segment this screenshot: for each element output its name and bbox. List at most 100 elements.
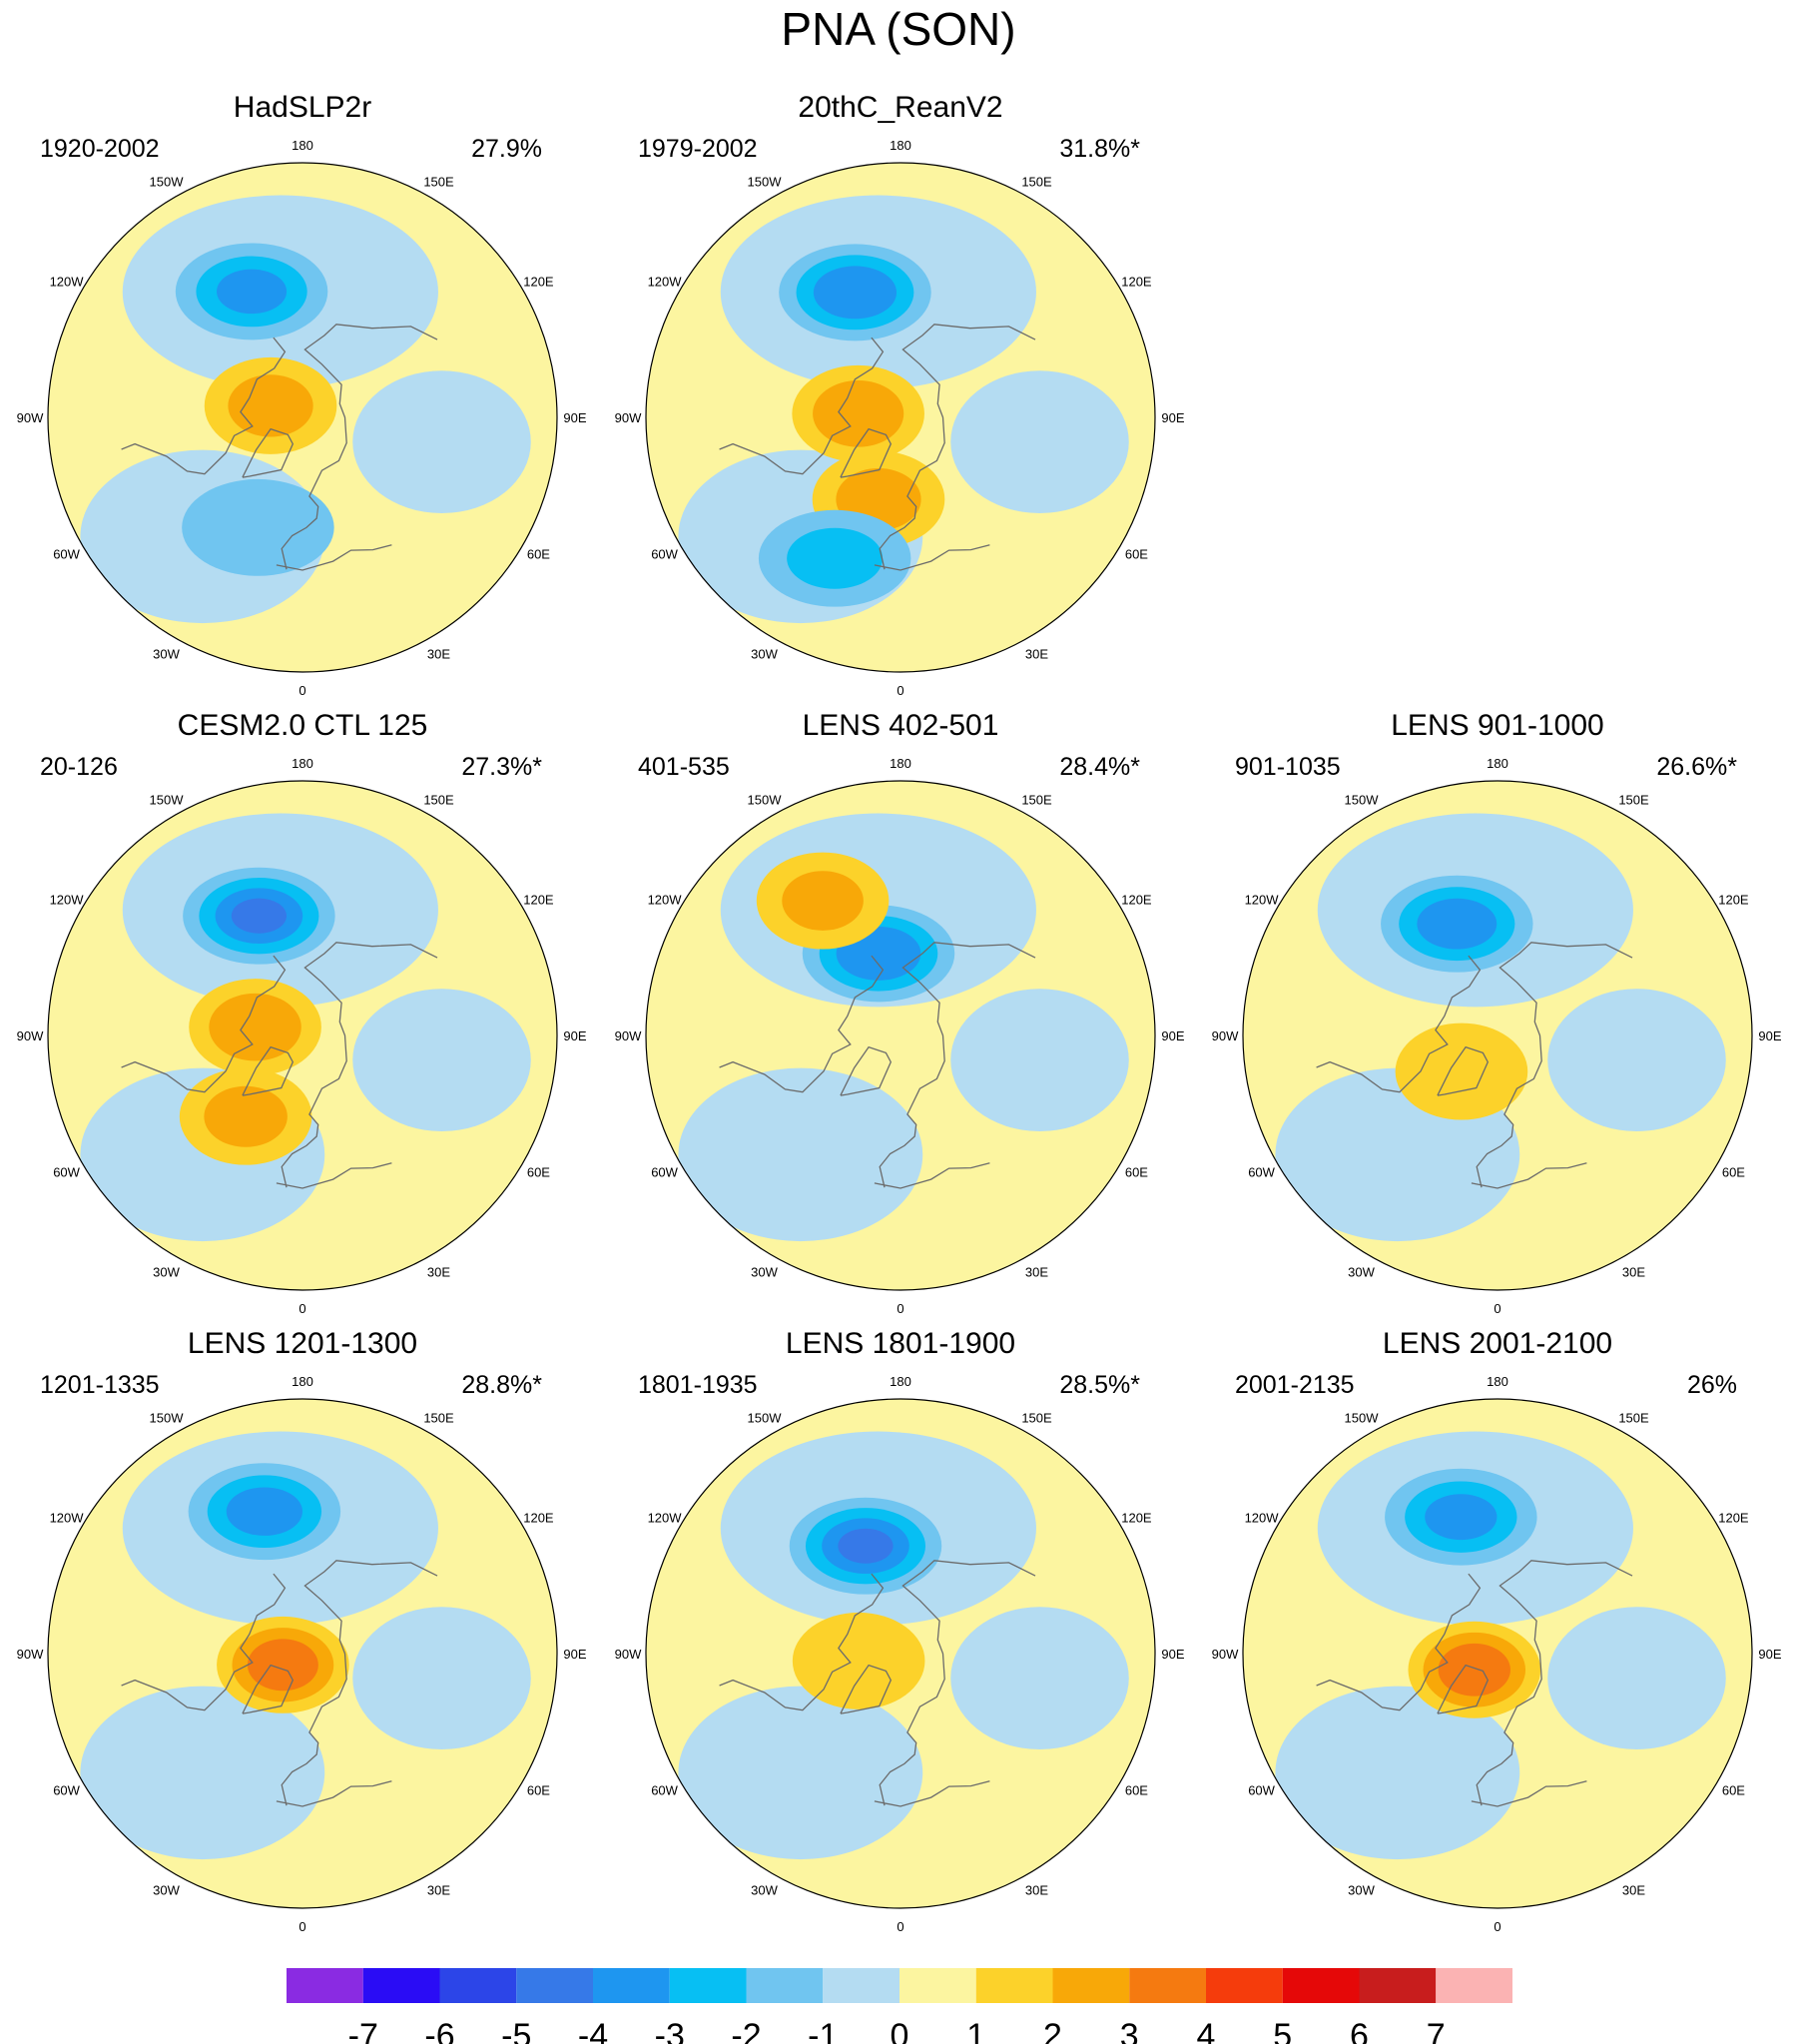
contour-neg1	[352, 370, 531, 514]
longitude-label: 30E	[1622, 1264, 1645, 1279]
map-panel: 180 150E 120E 90E 60E 30E 0 30W 60W 90W 120W 150W LE…	[615, 709, 1185, 1316]
longitude-label: 30E	[427, 1264, 450, 1279]
panel-years: 1920-2002	[40, 135, 160, 163]
contour-neg1	[678, 1686, 923, 1860]
high-pressure-contour	[792, 1612, 925, 1709]
longitude-label: 0	[1494, 1301, 1500, 1316]
contour-neg1	[80, 1686, 325, 1860]
colorbar-tick-label: 0	[891, 2017, 909, 2044]
low-pressure-contour	[231, 898, 287, 934]
longitude-label: 30W	[1348, 1882, 1375, 1897]
panel-years: 20-126	[40, 753, 118, 781]
coastlines	[121, 1560, 438, 1807]
longitude-label: 0	[299, 1301, 305, 1316]
colorbar-swatch	[362, 1968, 440, 2003]
longitude-label: 120E	[1121, 275, 1152, 290]
longitude-label: 150E	[1021, 175, 1052, 190]
longitude-label: 0	[897, 1301, 903, 1316]
colorbar-swatch	[823, 1968, 899, 2003]
high-pressure-contour	[228, 374, 313, 437]
map-boundary	[645, 1398, 1156, 1909]
longitude-label: 90W	[17, 1028, 44, 1043]
longitude-label: 0	[299, 1919, 305, 1934]
panel-variance: 27.9%	[471, 135, 542, 163]
longitude-label: 150E	[1618, 793, 1649, 808]
panel-variance: 28.5%*	[1059, 1371, 1140, 1399]
longitude-label: 90W	[615, 1647, 642, 1662]
panel-title: LENS 1201-1300	[188, 1327, 417, 1360]
longitude-label: 120E	[523, 1511, 554, 1526]
panel-years: 901-1035	[1235, 753, 1341, 781]
colorbar-swatch	[669, 1968, 747, 2003]
colorbar-swatch	[516, 1968, 593, 2003]
colorbar-tick-label: 4	[1197, 2017, 1216, 2044]
longitude-label: 120E	[1718, 1511, 1749, 1526]
longitude-label: 150W	[150, 793, 185, 808]
longitude-label: 120W	[648, 275, 683, 290]
map-boundary	[1242, 780, 1753, 1291]
longitude-label: 0	[1494, 1919, 1500, 1934]
contour-neg1	[1547, 989, 1726, 1132]
longitude-label: 90E	[563, 1647, 586, 1662]
longitude-label: 60E	[527, 547, 550, 562]
panel-years: 1201-1335	[40, 1371, 160, 1399]
colorbar-tick-label: -4	[578, 2017, 608, 2044]
longitude-label: 120W	[50, 275, 85, 290]
map-boundary	[47, 1398, 558, 1909]
longitude-label: 150W	[1345, 1411, 1380, 1426]
longitude-label: 150W	[748, 175, 783, 190]
longitude-label: 90W	[615, 410, 642, 425]
colorbar-swatch	[287, 1968, 363, 2003]
longitude-label: 60W	[651, 1165, 678, 1180]
longitude-label: 120W	[50, 1511, 85, 1526]
map-panel: 180 150E 120E 90E 60E 30E 0 30W 60W 90W 120W 150W LE…	[1212, 1327, 1782, 1934]
longitude-label: 30W	[1348, 1264, 1375, 1279]
contour-neg1	[678, 1067, 923, 1242]
longitude-label: 30E	[1622, 1882, 1645, 1897]
colorbar-tick-label: 6	[1350, 2017, 1369, 2044]
longitude-label: 180	[1487, 1374, 1508, 1389]
longitude-label: 90E	[563, 1028, 586, 1043]
longitude-label: 0	[897, 683, 903, 698]
longitude-label: 120E	[1718, 893, 1749, 908]
longitude-label: 60E	[1722, 1783, 1745, 1798]
longitude-label: 30W	[153, 1264, 180, 1279]
longitude-label: 180	[292, 756, 313, 771]
map-boundary	[47, 162, 558, 673]
panel-years: 1801-1935	[638, 1371, 758, 1399]
panel-title: LENS 402-501	[803, 709, 999, 742]
colorbar-swatch	[439, 1968, 517, 2003]
low-pressure-contour	[182, 478, 334, 576]
high-pressure-contour	[782, 871, 864, 931]
colorbar-tick-label: 3	[1120, 2017, 1139, 2044]
map-panel: 180 150E 120E 90E 60E 30E 0 30W 60W 90W 120W 150W CE…	[17, 709, 587, 1316]
map-boundary	[47, 780, 558, 1291]
colorbar-swatch	[746, 1968, 824, 2003]
map-panel: 180 150E 120E 90E 60E 30E 0 30W 60W 90W 120W 150W LE…	[17, 1327, 587, 1934]
longitude-label: 30E	[427, 646, 450, 661]
high-pressure-contour	[209, 993, 301, 1061]
map-boundary	[645, 780, 1156, 1291]
longitude-label: 60W	[651, 547, 678, 562]
longitude-label: 0	[897, 1919, 903, 1934]
coastlines	[719, 1560, 1036, 1807]
longitude-label: 30E	[1025, 646, 1048, 661]
contour-neg1	[950, 989, 1129, 1132]
contour-neg1	[1275, 1686, 1520, 1860]
low-pressure-contour	[813, 266, 898, 320]
longitude-label: 180	[890, 1374, 911, 1389]
longitude-label: 90E	[1758, 1028, 1781, 1043]
longitude-label: 0	[299, 683, 305, 698]
longitude-label: 90W	[17, 410, 44, 425]
panel-years: 1979-2002	[638, 135, 758, 163]
low-pressure-contour	[217, 269, 288, 315]
longitude-label: 90E	[1161, 1028, 1184, 1043]
colorbar-swatch	[593, 1968, 670, 2003]
low-pressure-contour	[1425, 1494, 1498, 1541]
longitude-label: 90E	[1161, 410, 1184, 425]
low-pressure-contour	[787, 527, 884, 589]
longitude-label: 120W	[648, 893, 683, 908]
map-boundary	[1242, 1398, 1753, 1909]
contour-neg1	[352, 989, 531, 1132]
panel-variance: 28.8%*	[461, 1371, 542, 1399]
